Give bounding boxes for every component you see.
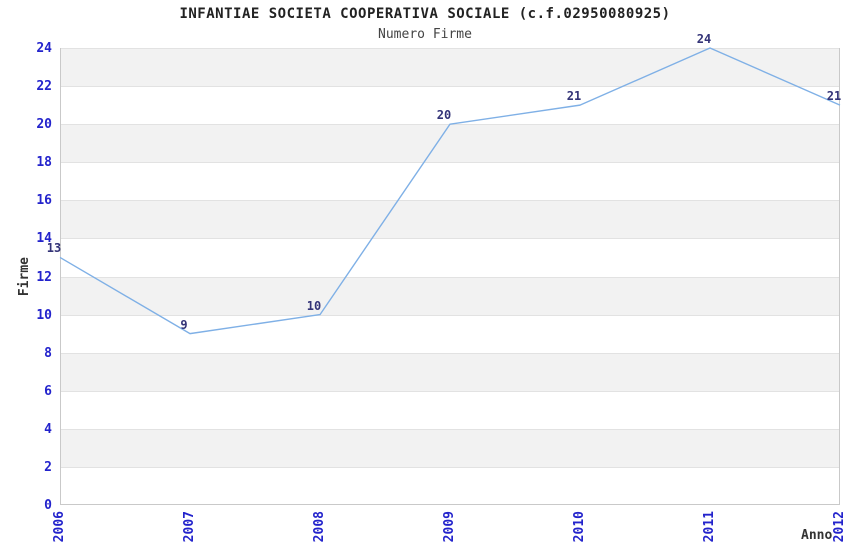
y-axis-line xyxy=(60,48,61,505)
y-tick-label: 0 xyxy=(44,498,52,513)
shaded-band xyxy=(60,352,840,391)
point-label: 24 xyxy=(696,32,712,46)
x-tick-label: 2010 xyxy=(572,511,587,543)
y-tick-label: 14 xyxy=(36,231,52,247)
point-label: 10 xyxy=(306,298,322,313)
point-label: 13 xyxy=(46,241,62,256)
y-tick-label: 6 xyxy=(44,383,52,399)
point-label: 21 xyxy=(826,89,842,104)
shaded-band xyxy=(60,124,840,163)
x-axis-line xyxy=(60,504,840,505)
y-tick-label: 2 xyxy=(44,459,52,475)
line-series xyxy=(59,47,841,335)
x-tick-label: 2011 xyxy=(702,511,717,543)
gridline xyxy=(60,428,840,430)
x-tick-label: 2007 xyxy=(182,511,197,543)
y-tick-label: 12 xyxy=(36,269,52,285)
gridline xyxy=(60,48,840,49)
gridline xyxy=(60,162,840,164)
shaded-band xyxy=(60,48,840,87)
gridline xyxy=(60,466,840,468)
gridline xyxy=(60,86,840,88)
gridline xyxy=(60,390,840,392)
chart-title: INFANTIAE SOCIETA COOPERATIVA SOCIALE (c… xyxy=(179,6,671,22)
x-tick-label: 2012 xyxy=(832,511,847,543)
x-axis-title: Anno xyxy=(801,528,833,543)
shaded-band xyxy=(60,276,840,315)
x-tick-label: 2006 xyxy=(52,511,67,543)
y-tick-label: 24 xyxy=(36,41,52,56)
y-tick-label: 16 xyxy=(36,193,52,209)
x-tick-label: 2009 xyxy=(442,511,457,543)
shaded-band xyxy=(60,428,840,467)
series-polyline xyxy=(59,47,841,335)
y-tick-label: 20 xyxy=(36,117,52,133)
y-tick-label: 4 xyxy=(44,421,52,437)
plot-area xyxy=(59,47,841,505)
chart-subtitle: Numero Firme xyxy=(378,27,472,42)
y-tick-label: 18 xyxy=(36,155,52,171)
y-tick-label: 22 xyxy=(36,79,52,95)
gridline xyxy=(60,352,840,354)
y-tick-label: 8 xyxy=(44,345,52,361)
shaded-band xyxy=(60,200,840,239)
x-tick-label: 2008 xyxy=(312,511,327,543)
gridline xyxy=(60,238,840,240)
point-label: 9 xyxy=(180,317,188,332)
y-tick-label: 10 xyxy=(36,307,52,323)
gridline xyxy=(60,200,840,202)
right-border-line xyxy=(839,48,840,505)
point-label: 20 xyxy=(436,108,452,123)
point-label: 21 xyxy=(566,89,582,104)
gridline xyxy=(60,314,840,316)
gridline xyxy=(60,276,840,278)
y-axis-title: Firme xyxy=(17,256,32,296)
